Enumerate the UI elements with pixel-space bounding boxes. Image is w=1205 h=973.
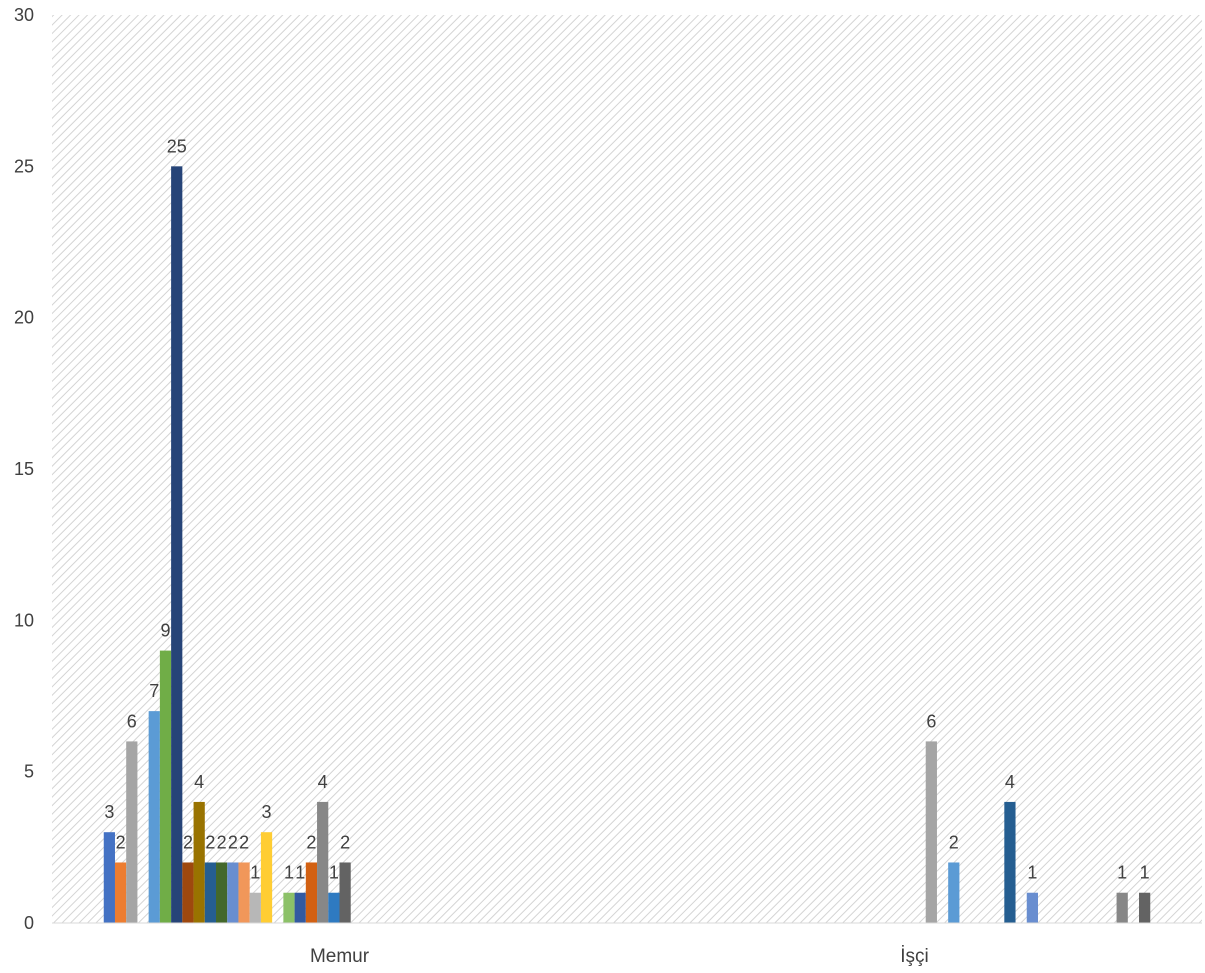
y-tick-label: 30	[14, 5, 34, 25]
bar	[227, 862, 239, 923]
bar	[1026, 892, 1038, 923]
bar-value-label: 2	[239, 832, 249, 852]
bar-value-label: 1	[1027, 863, 1037, 883]
bar-value-label: 2	[217, 832, 227, 852]
bar	[103, 832, 115, 923]
bar-value-label: 3	[262, 802, 272, 822]
bar-value-label: 1	[284, 863, 294, 883]
bar-value-label: 4	[1005, 772, 1015, 792]
x-category-label: Memur	[310, 946, 370, 967]
bar	[260, 832, 273, 923]
bar-value-label: 2	[228, 832, 238, 852]
bar	[305, 862, 318, 923]
bar-value-label: 25	[167, 136, 187, 156]
y-tick-label: 25	[14, 156, 34, 176]
bar-value-label: 2	[949, 832, 959, 852]
bar-value-label: 1	[329, 863, 339, 883]
bar-value-label: 2	[183, 832, 193, 852]
bar	[238, 862, 250, 923]
bar	[249, 892, 261, 923]
bar	[114, 862, 127, 923]
bar	[159, 650, 172, 923]
x-axis: Memur İşçi	[310, 946, 929, 967]
bar-value-label: 6	[926, 711, 936, 731]
bar	[204, 862, 217, 923]
bar	[294, 892, 306, 923]
bar	[171, 166, 183, 923]
y-tick-label: 0	[24, 913, 34, 933]
bar-value-label: 1	[1140, 863, 1150, 883]
bar-value-label: 4	[318, 772, 328, 792]
bar	[328, 892, 340, 923]
bar-value-label: 1	[1117, 863, 1127, 883]
bar-value-label: 4	[194, 772, 204, 792]
bar-value-label: 2	[306, 832, 316, 852]
bars	[103, 166, 1151, 923]
bar	[283, 892, 295, 923]
y-axis: 0 5 10 15 20 25 30	[14, 5, 34, 933]
bar-value-label: 7	[149, 681, 159, 701]
bar	[182, 862, 194, 923]
y-tick-label: 5	[24, 762, 34, 782]
y-tick-label: 15	[14, 459, 34, 479]
bar-value-label: 1	[250, 863, 260, 883]
bar	[126, 741, 138, 923]
bar	[339, 862, 351, 923]
bar	[193, 801, 205, 923]
bar	[317, 801, 329, 923]
bar	[1116, 892, 1128, 923]
bar	[1139, 892, 1151, 923]
bar	[216, 862, 228, 923]
bar-value-label: 2	[340, 832, 350, 852]
y-tick-label: 10	[14, 610, 34, 630]
bar-value-label: 6	[127, 711, 137, 731]
bar	[148, 711, 160, 923]
bar-value-label: 9	[160, 621, 170, 641]
bar-value-label: 2	[205, 832, 215, 852]
x-category-label: İşçi	[900, 946, 929, 967]
bar	[948, 862, 960, 923]
bar-value-label: 1	[295, 863, 305, 883]
bar	[1004, 801, 1016, 923]
bar-value-label: 2	[116, 832, 126, 852]
bar-value-label: 3	[104, 802, 114, 822]
y-tick-label: 20	[14, 308, 34, 328]
bar	[925, 741, 937, 923]
plot-area-background	[52, 15, 1202, 923]
